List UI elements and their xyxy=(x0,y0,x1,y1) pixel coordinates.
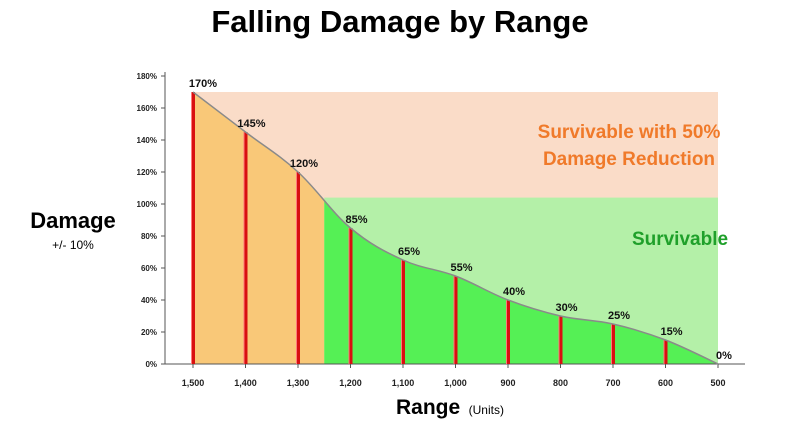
data-bar-highlight xyxy=(453,276,455,364)
data-bar xyxy=(453,276,458,364)
y-axis-sublabel: +/- 10% xyxy=(52,238,94,252)
x-tick-label: 1,100 xyxy=(392,378,415,388)
data-bar xyxy=(191,92,195,364)
data-bar xyxy=(243,132,248,364)
data-label: 145% xyxy=(237,118,265,130)
y-tick-label: 100% xyxy=(137,200,157,209)
area-fill-survivable xyxy=(324,200,718,364)
chart-title: Falling Damage by Range xyxy=(211,4,589,39)
data-label: 120% xyxy=(290,158,318,170)
data-bar-highlight xyxy=(191,92,192,364)
zone-label-reduction-line1: Survivable with 50% xyxy=(538,122,721,143)
data-label: 30% xyxy=(555,302,577,314)
x-tick-label: 1,300 xyxy=(287,378,310,388)
data-bar xyxy=(611,324,615,364)
x-tick-label: 700 xyxy=(605,378,620,388)
x-tick-label: 1,400 xyxy=(234,378,257,388)
y-tick-label: 20% xyxy=(141,328,157,337)
x-tick-label: 1,200 xyxy=(339,378,362,388)
data-bar xyxy=(558,316,563,364)
x-axis-label: Range xyxy=(396,396,461,419)
data-bar xyxy=(348,228,353,364)
data-bar-highlight xyxy=(243,132,245,364)
y-tick-label: 40% xyxy=(141,296,157,305)
data-label: 55% xyxy=(450,262,472,274)
zone-label-survivable: Survivable xyxy=(632,229,728,250)
x-tick-label: 600 xyxy=(658,378,673,388)
data-bar-highlight xyxy=(296,172,297,364)
data-label: 15% xyxy=(660,326,682,338)
x-tick-label: 800 xyxy=(553,378,568,388)
y-tick-label: 160% xyxy=(137,104,157,113)
x-tick-label: 1,000 xyxy=(444,378,467,388)
data-label: 65% xyxy=(398,246,420,258)
y-tick-label: 180% xyxy=(137,72,157,81)
y-tick-label: 120% xyxy=(137,168,157,177)
data-bar xyxy=(663,340,668,364)
x-tick-label: 1,500 xyxy=(182,378,205,388)
data-label: 0% xyxy=(716,350,732,362)
data-bar-highlight xyxy=(611,324,612,364)
data-label: 85% xyxy=(345,214,367,226)
data-bar xyxy=(506,300,510,364)
y-axis-label-group: Damage +/- 10% xyxy=(18,208,128,252)
data-bar-highlight xyxy=(558,316,560,364)
data-bar xyxy=(296,172,300,364)
data-bar xyxy=(401,260,405,364)
x-axis-sublabel: (Units) xyxy=(468,403,504,417)
data-bar-highlight xyxy=(663,340,665,364)
data-label: 170% xyxy=(189,78,217,90)
data-label: 40% xyxy=(503,286,525,298)
data-bar-highlight xyxy=(348,228,350,364)
y-tick-label: 140% xyxy=(137,136,157,145)
data-bar-highlight xyxy=(401,260,402,364)
y-tick-label: 80% xyxy=(141,232,157,241)
data-bar-highlight xyxy=(506,300,507,364)
y-axis-label: Damage xyxy=(30,208,116,233)
x-tick-label: 900 xyxy=(500,378,515,388)
y-tick-label: 0% xyxy=(145,360,157,369)
zone-label-reduction-line2: Damage Reduction xyxy=(543,149,715,170)
data-label: 25% xyxy=(608,310,630,322)
y-tick-label: 60% xyxy=(141,264,157,273)
x-axis-label-group: Range (Units) xyxy=(0,396,800,420)
x-tick-label: 500 xyxy=(710,378,725,388)
area-fill-unsurvivable xyxy=(193,92,325,364)
series-line xyxy=(192,91,719,365)
